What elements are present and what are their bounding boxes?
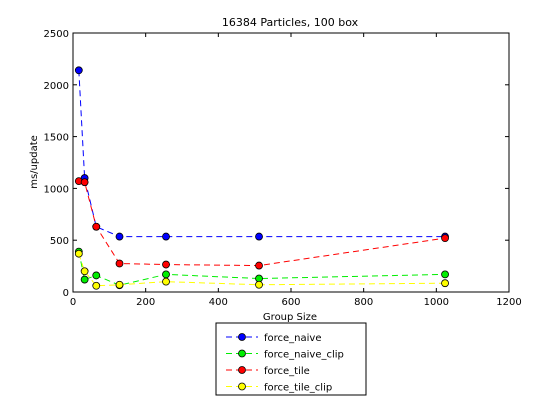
data-point	[162, 260, 170, 269]
legend-label: force_naive_clip	[264, 350, 344, 361]
plot-area	[72, 32, 510, 293]
legend-marker	[238, 333, 246, 341]
y-tick-label: 500	[50, 236, 69, 247]
legend-marker	[238, 349, 246, 358]
series-layer	[74, 66, 449, 290]
legend: force_naive force_naive_clip force_tilefor…	[215, 322, 367, 396]
x-tick-label: 600	[281, 297, 300, 308]
legend-label: force_tile_clip	[264, 383, 332, 394]
y-tick-label: 2500	[44, 29, 69, 40]
data-point	[92, 271, 101, 280]
y-axis-label: ms/update	[29, 135, 40, 189]
data-point	[80, 267, 89, 276]
data-point	[441, 270, 449, 279]
x-axis: 0 200 400 600 800 1000 1200	[70, 33, 522, 308]
x-tick-label: 0	[70, 297, 76, 308]
series-force-tile-clip	[74, 249, 449, 290]
data-point	[255, 280, 263, 289]
data-point	[80, 178, 89, 187]
series-force-tile	[74, 177, 449, 270]
data-point	[162, 232, 170, 241]
x-tick-label: 800	[354, 297, 373, 308]
legend-label: force_tile	[264, 366, 310, 377]
data-point	[115, 259, 124, 268]
data-point	[92, 222, 101, 231]
data-point	[441, 234, 449, 243]
y-tick-label: 1500	[44, 133, 69, 144]
data-point	[92, 281, 101, 290]
legend-entry: force_tile	[226, 366, 310, 377]
y-tick-label: 1000	[44, 184, 69, 195]
y-tick-label: 0	[63, 288, 69, 299]
data-point	[162, 277, 170, 286]
data-point	[115, 280, 124, 289]
data-point	[255, 261, 263, 270]
data-point	[80, 275, 89, 284]
x-tick-label: 1000	[424, 297, 449, 308]
data-point	[74, 66, 83, 75]
chart-title: 16384 Particles, 100 box	[222, 16, 359, 29]
x-tick-label: 400	[209, 297, 228, 308]
legend-marker	[238, 366, 246, 374]
data-point	[255, 232, 263, 241]
x-tick-label: 1200	[496, 297, 521, 308]
data-point	[162, 270, 170, 279]
legend-entry: force_naive_clip	[226, 350, 344, 361]
legend-label: force_naive	[264, 333, 322, 344]
x-axis-label: Group Size	[263, 312, 317, 323]
legend-marker	[238, 382, 246, 391]
legend-entry: force_naive	[226, 333, 322, 344]
y-axis: 0 500 1000 1500 2000 2500	[44, 29, 509, 299]
data-point	[441, 279, 449, 288]
legend-entry: force_tile_clip	[226, 383, 332, 394]
data-point	[115, 232, 124, 241]
x-tick-label: 200	[136, 297, 155, 308]
data-point	[74, 249, 83, 258]
y-tick-label: 2000	[44, 81, 69, 92]
